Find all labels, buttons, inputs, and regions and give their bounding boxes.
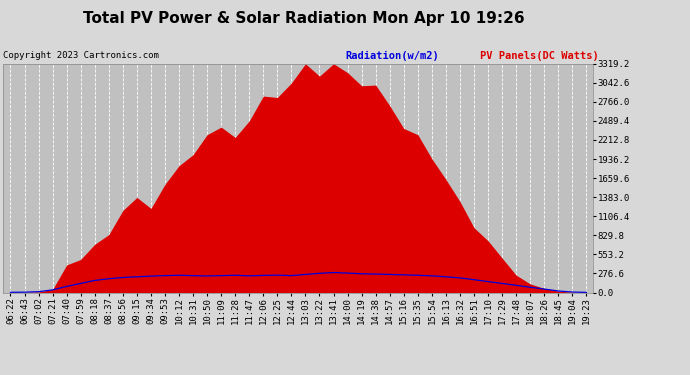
Text: Radiation(w/m2): Radiation(w/m2) (345, 51, 439, 61)
Text: Copyright 2023 Cartronics.com: Copyright 2023 Cartronics.com (3, 51, 159, 60)
Text: PV Panels(DC Watts): PV Panels(DC Watts) (480, 51, 598, 61)
Text: Total PV Power & Solar Radiation Mon Apr 10 19:26: Total PV Power & Solar Radiation Mon Apr… (83, 11, 524, 26)
